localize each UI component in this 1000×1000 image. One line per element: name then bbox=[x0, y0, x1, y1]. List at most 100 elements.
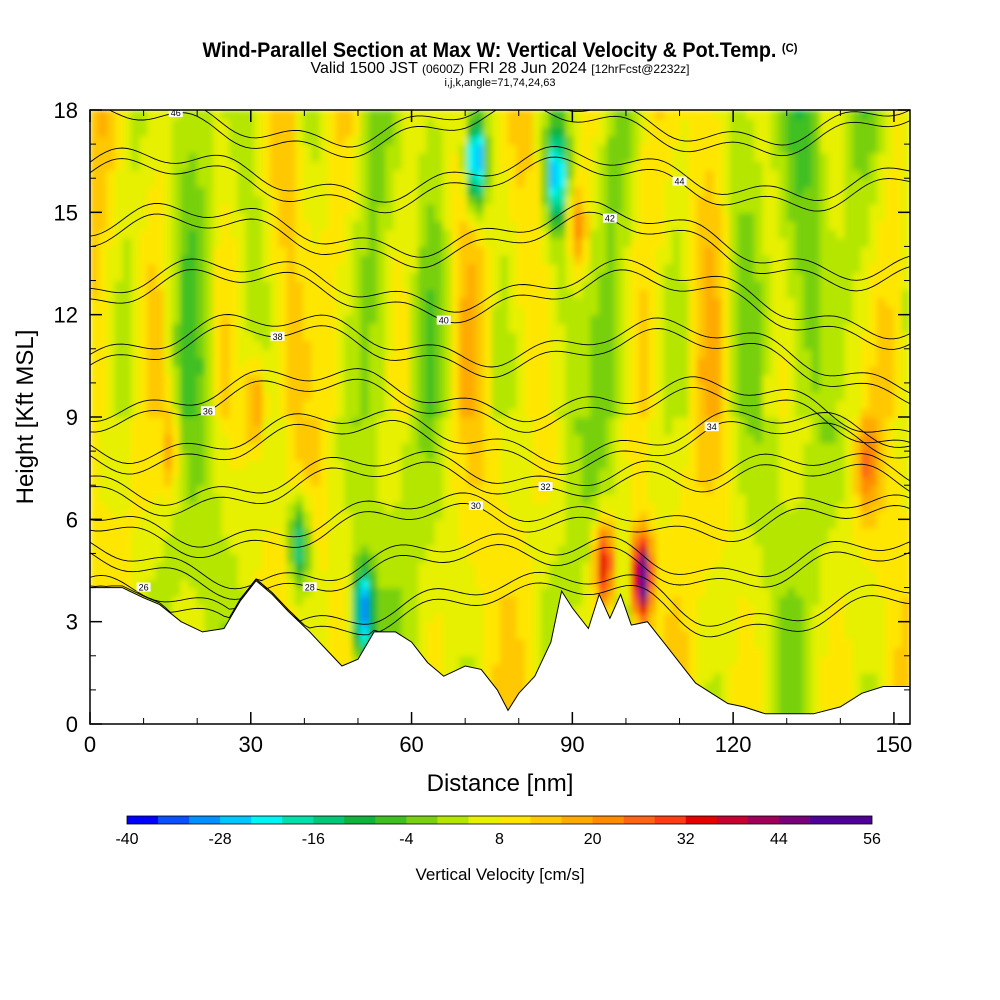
velocity-cell bbox=[319, 195, 329, 205]
velocity-cell bbox=[254, 544, 263, 555]
velocity-cell bbox=[500, 263, 509, 273]
velocity-cell bbox=[557, 263, 567, 273]
velocity-cell bbox=[598, 263, 608, 273]
velocity-cell bbox=[344, 536, 354, 546]
velocity-cell bbox=[467, 220, 477, 231]
velocity-cell bbox=[541, 161, 550, 171]
velocity-cell bbox=[434, 587, 444, 597]
velocity-cell bbox=[344, 621, 354, 631]
velocity-cell bbox=[360, 220, 370, 231]
velocity-cell bbox=[278, 553, 288, 563]
velocity-cell bbox=[90, 553, 99, 563]
velocity-cell bbox=[623, 562, 632, 572]
velocity-cell bbox=[122, 425, 132, 435]
velocity-cell bbox=[508, 510, 518, 521]
velocity-cell bbox=[368, 485, 378, 495]
velocity-cell bbox=[229, 280, 239, 290]
velocity-cell bbox=[450, 442, 460, 452]
velocity-cell bbox=[426, 306, 436, 316]
velocity-cell bbox=[172, 459, 181, 469]
velocity-cell bbox=[106, 442, 116, 452]
velocity-cell bbox=[188, 442, 198, 452]
velocity-cell bbox=[549, 562, 559, 572]
velocity-cell bbox=[114, 451, 124, 461]
velocity-cell bbox=[639, 110, 649, 120]
velocity-cell bbox=[647, 280, 657, 290]
velocity-cell bbox=[155, 519, 165, 529]
velocity-cell bbox=[647, 135, 657, 145]
velocity-cell bbox=[598, 152, 608, 162]
velocity-cell bbox=[639, 161, 649, 171]
velocity-cell bbox=[385, 220, 395, 231]
velocity-cell bbox=[245, 399, 255, 410]
velocity-cell bbox=[131, 468, 140, 478]
velocity-cell bbox=[639, 186, 649, 197]
velocity-cell bbox=[491, 212, 501, 222]
velocity-cell bbox=[155, 118, 165, 128]
velocity-cell bbox=[516, 297, 526, 307]
velocity-cell bbox=[500, 527, 509, 538]
velocity-cell bbox=[336, 365, 345, 376]
velocity-cell bbox=[368, 604, 378, 614]
velocity-cell bbox=[565, 161, 575, 171]
velocity-cell bbox=[623, 604, 632, 614]
velocity-cell bbox=[491, 220, 501, 231]
velocity-cell bbox=[344, 127, 354, 137]
velocity-cell bbox=[204, 510, 214, 521]
velocity-cell bbox=[565, 195, 575, 205]
velocity-cell bbox=[319, 297, 329, 307]
velocity-cell bbox=[270, 144, 280, 154]
velocity-cell bbox=[409, 323, 419, 333]
velocity-cell bbox=[483, 485, 493, 495]
velocity-cell bbox=[565, 314, 575, 324]
velocity-cell bbox=[229, 229, 239, 239]
velocity-cell bbox=[500, 144, 509, 154]
velocity-cell bbox=[336, 118, 345, 128]
velocity-cell bbox=[368, 502, 378, 512]
velocity-cell bbox=[311, 212, 321, 222]
velocity-cell bbox=[450, 263, 460, 273]
velocity-cell bbox=[278, 527, 288, 538]
velocity-cell bbox=[524, 459, 534, 469]
velocity-cell bbox=[286, 587, 296, 597]
velocity-cell bbox=[204, 391, 214, 401]
velocity-cell bbox=[385, 579, 395, 589]
velocity-cell bbox=[459, 579, 468, 589]
velocity-cell bbox=[221, 178, 231, 188]
velocity-cell bbox=[122, 502, 132, 512]
velocity-cell bbox=[459, 638, 468, 648]
velocity-cell bbox=[245, 314, 255, 324]
velocity-cell bbox=[385, 425, 395, 435]
velocity-cell bbox=[278, 323, 288, 333]
velocity-cell bbox=[418, 579, 427, 589]
velocity-cell bbox=[532, 306, 542, 316]
velocity-cell bbox=[557, 306, 567, 316]
velocity-cell bbox=[319, 553, 329, 563]
velocity-cell bbox=[409, 220, 419, 231]
velocity-cell bbox=[606, 331, 616, 341]
velocity-cell bbox=[213, 493, 222, 504]
velocity-cell bbox=[229, 220, 239, 231]
velocity-cell bbox=[122, 203, 132, 214]
velocity-cell bbox=[516, 110, 526, 120]
velocity-cell bbox=[516, 519, 526, 529]
velocity-cell bbox=[491, 297, 501, 307]
velocity-cell bbox=[352, 144, 362, 154]
velocity-cell bbox=[278, 536, 288, 546]
velocity-cell bbox=[557, 323, 567, 333]
velocity-cell bbox=[623, 382, 632, 393]
velocity-cell bbox=[344, 604, 354, 614]
velocity-cell bbox=[516, 408, 526, 418]
velocity-cell bbox=[516, 118, 526, 128]
velocity-cell bbox=[631, 323, 641, 333]
velocity-cell bbox=[196, 297, 206, 307]
velocity-cell bbox=[524, 212, 534, 222]
velocity-cell bbox=[491, 621, 501, 631]
velocity-cell bbox=[106, 118, 116, 128]
velocity-cell bbox=[262, 246, 272, 256]
velocity-cell bbox=[327, 220, 337, 231]
velocity-cell bbox=[401, 323, 411, 333]
velocity-cell bbox=[221, 118, 231, 128]
velocity-cell bbox=[614, 459, 624, 469]
velocity-cell bbox=[393, 331, 403, 341]
